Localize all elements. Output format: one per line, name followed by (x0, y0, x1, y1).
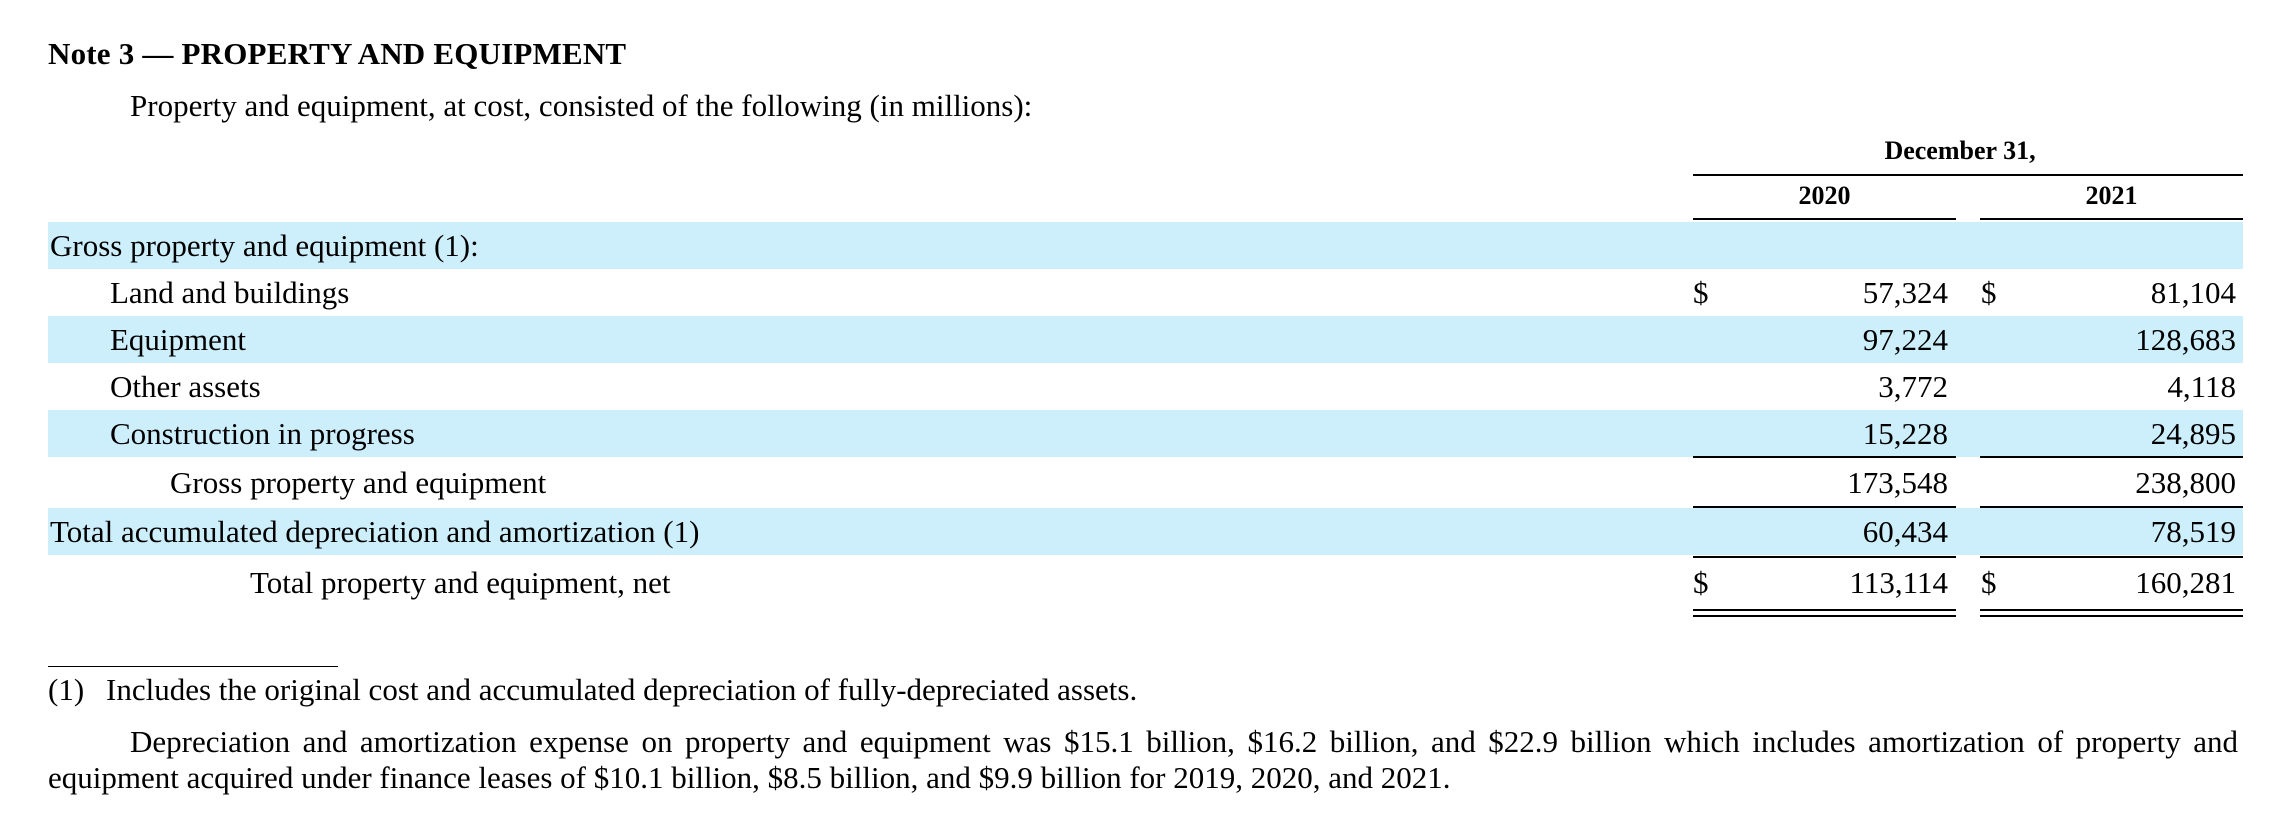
total-double-rule-2021-a (1980, 609, 2243, 611)
subtotal-rule-2020 (1693, 456, 1956, 458)
row-label: Equipment (110, 322, 247, 357)
footnote-text: Includes the original cost and accumulat… (106, 672, 1138, 707)
value-2021: 78,519 (2150, 514, 2236, 549)
table-row: Gross property and equipment (1): (48, 222, 2243, 269)
period-header-rule (1693, 174, 2243, 176)
year-header-rule-2020 (1693, 218, 1956, 220)
value-2020: 57,324 (1862, 275, 1948, 310)
row-label: Construction in progress (110, 416, 415, 451)
net-rule-2021 (1980, 556, 2243, 558)
value-2020: 113,114 (1849, 565, 1948, 600)
value-2020: 3,772 (1878, 369, 1948, 404)
subtotal-rule-2021 (1980, 456, 2243, 458)
row-label: Total accumulated depreciation and amort… (50, 514, 700, 549)
total-double-rule-2020-b (1693, 615, 1956, 617)
row-label: Other assets (110, 369, 261, 404)
dollar-sign-2021: $ (1981, 565, 1997, 600)
table-row: Total property and equipment, net $ 113,… (48, 559, 2243, 606)
row-label: Gross property and equipment (1): (50, 228, 479, 263)
row-label: Gross property and equipment (170, 465, 547, 500)
year-header-rule-2021 (1980, 218, 2243, 220)
footnote-separator (48, 666, 338, 667)
value-2021: 160,281 (2135, 565, 2236, 600)
footnote: (1) Includes the original cost and accumu… (48, 672, 1137, 708)
note-title: Note 3 — PROPERTY AND EQUIPMENT (48, 36, 627, 71)
table-row: Total accumulated depreciation and amort… (48, 508, 2243, 555)
depreciation-paragraph: Depreciation and amortization expense on… (48, 724, 2238, 795)
dollar-sign-2020: $ (1693, 565, 1709, 600)
value-2021: 24,895 (2150, 416, 2236, 451)
table-row: Construction in progress 15,228 24,895 (48, 410, 2243, 457)
value-2021: 128,683 (2135, 322, 2236, 357)
value-2021: 238,800 (2135, 465, 2236, 500)
table-row: Land and buildings $ 57,324 $ 81,104 (48, 269, 2243, 316)
value-2020: 173,548 (1847, 465, 1948, 500)
depreciation-rule-2020 (1693, 506, 1956, 508)
year-header-2020: 2020 (1798, 181, 1851, 210)
footnote-marker: (1) (48, 672, 85, 707)
dollar-sign-2021: $ (1981, 275, 1997, 310)
value-2020: 97,224 (1862, 322, 1948, 357)
intro-text: Property and equipment, at cost, consist… (130, 88, 1033, 123)
value-2020: 60,434 (1862, 514, 1948, 549)
depreciation-rule-2021 (1980, 506, 2243, 508)
value-2020: 15,228 (1862, 416, 1948, 451)
table-row: Gross property and equipment 173,548 238… (48, 459, 2243, 506)
total-double-rule-2021-b (1980, 615, 2243, 617)
value-2021: 81,104 (2150, 275, 2236, 310)
year-header-2021: 2021 (2085, 181, 2138, 210)
row-label: Land and buildings (110, 275, 350, 310)
table-row: Other assets 3,772 4,118 (48, 363, 2243, 410)
total-double-rule-2020-a (1693, 609, 1956, 611)
value-2021: 4,118 (2167, 369, 2236, 404)
net-rule-2020 (1693, 556, 1956, 558)
dollar-sign-2020: $ (1693, 275, 1709, 310)
row-label: Total property and equipment, net (250, 565, 671, 600)
period-header: December 31, (1884, 136, 2036, 165)
table-row: Equipment 97,224 128,683 (48, 316, 2243, 363)
